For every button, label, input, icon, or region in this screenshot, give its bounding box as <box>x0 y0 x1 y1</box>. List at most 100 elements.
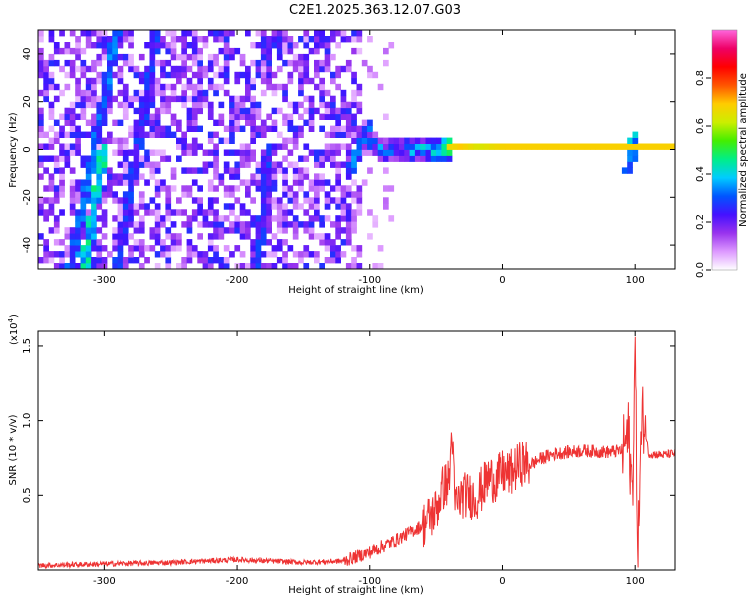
heatmap-cell <box>319 239 325 246</box>
heatmap-cell <box>319 233 325 240</box>
heatmap-cell <box>287 36 294 43</box>
heatmap-cell <box>75 101 81 109</box>
x-tick-label: -300 <box>93 576 116 587</box>
heatmap-cell <box>181 143 187 150</box>
heatmap-cell <box>176 263 182 269</box>
heatmap-cell <box>85 263 92 269</box>
heatmap-cell <box>191 101 198 109</box>
heatmap-cell <box>351 95 357 103</box>
heatmap-cell <box>223 65 230 73</box>
heatmap-cell <box>260 36 267 43</box>
heatmap-cell <box>117 137 124 144</box>
heatmap-cell <box>255 125 262 132</box>
heatmap-cell <box>128 221 134 228</box>
heatmap-cell <box>324 143 331 150</box>
heatmap-cell <box>160 36 166 43</box>
heatmap-cell <box>207 77 214 85</box>
heatmap-cell <box>356 83 363 91</box>
heatmap-cell <box>138 95 145 103</box>
heatmap-cell <box>245 209 251 216</box>
heatmap-cell <box>420 137 426 144</box>
heatmap-cell <box>176 197 182 204</box>
heatmap-cell <box>340 251 347 258</box>
heatmap-cell <box>255 71 262 79</box>
heatmap-cell <box>181 53 187 61</box>
heatmap-cell <box>197 71 203 79</box>
heatmap-cell <box>340 215 347 222</box>
heatmap-cell <box>643 143 649 150</box>
heatmap-cell <box>632 149 639 156</box>
heatmap-cell <box>53 185 60 192</box>
heatmap-cell <box>314 191 320 198</box>
heatmap-cell <box>218 227 225 234</box>
heatmap-cell <box>351 137 357 144</box>
heatmap-cell <box>138 215 145 222</box>
heatmap-cell <box>351 161 357 168</box>
heatmap-cell <box>441 149 448 156</box>
heatmap-cell <box>207 203 214 210</box>
heatmap-cell <box>186 257 193 264</box>
heatmap-cell <box>154 161 161 168</box>
heatmap-cell <box>255 113 262 120</box>
heatmap-cell <box>202 101 209 109</box>
heatmap-cell <box>351 101 357 109</box>
heatmap-cell <box>276 36 283 43</box>
heatmap-cell <box>133 155 140 162</box>
heatmap-cell <box>330 185 336 192</box>
heatmap-cell <box>303 107 310 115</box>
heatmap-cell <box>38 143 44 150</box>
heatmap-cell <box>229 131 235 138</box>
heatmap-cell <box>356 245 363 252</box>
heatmap-cell <box>96 263 103 269</box>
heatmap-cell <box>80 221 87 228</box>
heatmap-cell <box>282 119 288 126</box>
heatmap-cell <box>446 143 453 150</box>
heatmap-cell <box>260 47 267 55</box>
heatmap-cell <box>59 143 65 150</box>
heatmap-cell <box>330 251 336 258</box>
heatmap-cell <box>250 179 256 186</box>
heatmap-cell <box>319 36 325 43</box>
heatmap-cell <box>53 47 60 55</box>
heatmap-cell <box>154 30 161 37</box>
heatmap-cell <box>271 36 278 43</box>
heatmap-cell <box>197 233 203 240</box>
heatmap-cell <box>383 137 389 144</box>
heatmap-cell <box>314 47 320 55</box>
heatmap-cell <box>144 161 150 168</box>
heatmap-cell <box>213 119 219 126</box>
heatmap-cell <box>117 30 124 37</box>
heatmap-cell <box>154 215 161 222</box>
heatmap-cell <box>80 179 87 186</box>
heatmap-cell <box>345 143 352 150</box>
heatmap-cell <box>85 221 92 228</box>
heatmap-cell <box>133 119 140 126</box>
heatmap-cell <box>282 83 288 91</box>
heatmap-cell <box>276 143 283 150</box>
heatmap-cell <box>345 167 352 174</box>
heatmap-cell <box>345 191 352 198</box>
heatmap-cell <box>245 149 251 156</box>
heatmap-cell <box>128 149 134 156</box>
heatmap-cell <box>324 42 331 49</box>
heatmap-cell <box>351 77 357 85</box>
heatmap-cell <box>144 77 150 85</box>
heatmap-cell <box>245 179 251 186</box>
heatmap-cell <box>367 137 373 144</box>
heatmap-cell <box>245 155 251 162</box>
heatmap-cell <box>43 77 49 85</box>
heatmap-cell <box>186 30 193 37</box>
heatmap-cell <box>223 47 230 55</box>
heatmap-cell <box>239 107 246 115</box>
heatmap-cell <box>160 185 166 192</box>
heatmap-cell <box>117 233 124 240</box>
heatmap-cell <box>160 155 166 162</box>
heatmap-cell <box>340 89 347 97</box>
heatmap-cell <box>122 173 129 180</box>
heatmap-cell <box>335 161 341 168</box>
heatmap-cell <box>245 65 251 73</box>
heatmap-cell <box>165 245 172 252</box>
heatmap-cell <box>276 209 283 216</box>
heatmap-cell <box>101 95 108 103</box>
heatmap-cell <box>282 137 288 144</box>
